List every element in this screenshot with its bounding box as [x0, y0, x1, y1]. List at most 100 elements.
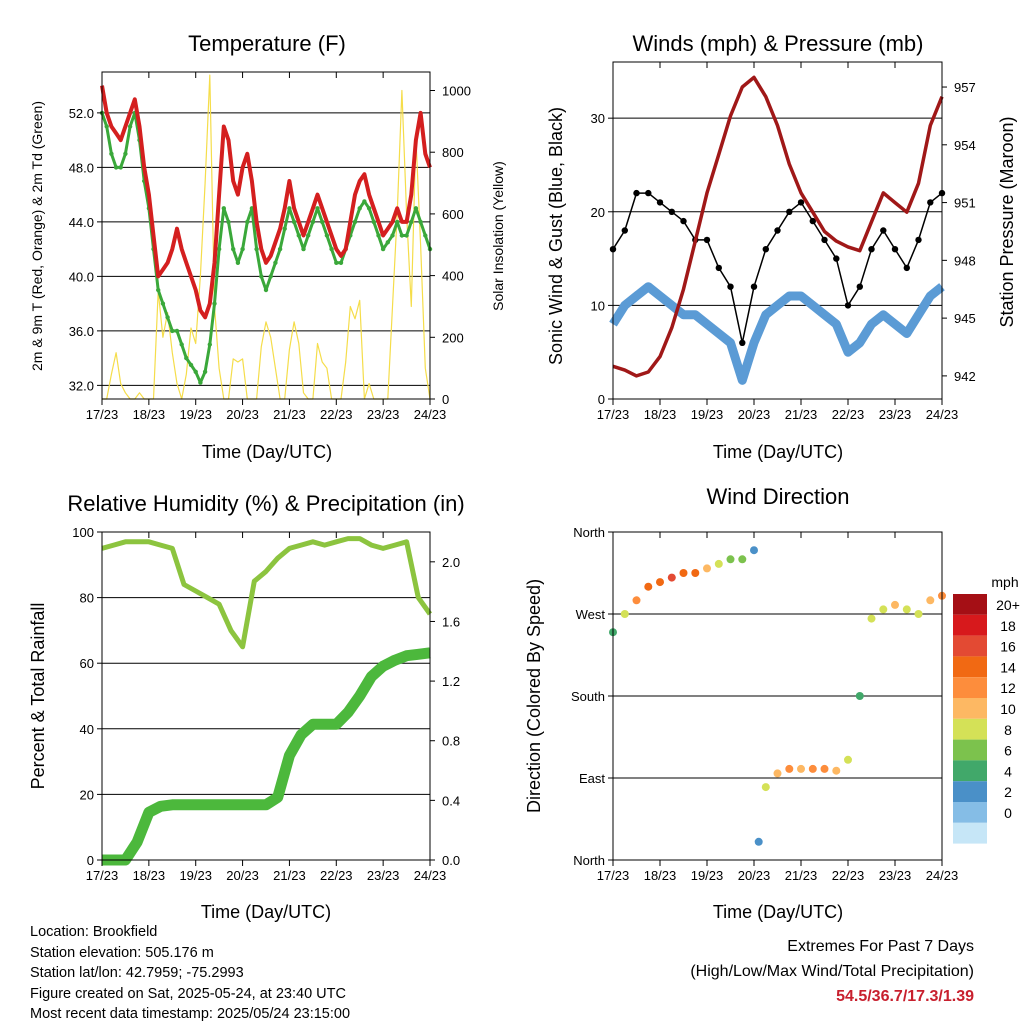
temperature-x-label: Time (Day/UTC)	[202, 442, 332, 462]
extremes-subtitle: (High/Low/Max Wind/Total Precipitation)	[690, 963, 974, 980]
gust-point	[915, 236, 922, 244]
precip-line	[102, 647, 431, 866]
figure-created: Figure created on Sat, 2025-05-24, at 23…	[30, 985, 346, 1002]
y-tick-label: East	[579, 771, 605, 786]
x-tick-label: 22/23	[320, 407, 353, 422]
gust-point	[797, 199, 805, 206]
gust-point	[833, 255, 840, 262]
x-tick-label: 19/23	[691, 868, 724, 883]
y-tick-label: 36.0	[69, 324, 94, 339]
direction-point	[785, 764, 794, 773]
direction-point	[679, 569, 688, 577]
y-tick-label: 10	[591, 298, 605, 313]
legend-label: 12	[1000, 680, 1016, 696]
dewpoint-point	[268, 274, 273, 279]
dewpoint-point	[287, 206, 292, 211]
legend-swatch	[953, 760, 987, 782]
solar-y-label: Solar Insolation (Yellow)	[490, 161, 506, 311]
dewpoint-point	[366, 206, 372, 211]
legend-label: 0	[1004, 805, 1012, 821]
dewpoint-point	[418, 219, 423, 225]
precipitation-series	[102, 647, 431, 866]
dewpoint-point	[212, 301, 217, 306]
gust-point	[844, 302, 852, 309]
direction-point	[620, 610, 629, 618]
temperature-gridlines	[102, 112, 430, 386]
dewpoint-point	[165, 315, 170, 320]
x-tick-label: 17/23	[597, 868, 630, 883]
dewpoint-point	[395, 219, 400, 225]
winds-title: Winds (mph) & Pressure (mb)	[633, 31, 924, 56]
direction-point	[879, 605, 888, 614]
legend-label: 20+	[996, 597, 1020, 613]
legend-label: 8	[1004, 722, 1012, 738]
y-tick-label: 100	[72, 525, 94, 540]
gust-point	[762, 246, 769, 253]
winds-ticks: 0 10 20 30 942 945 948 951 954 957 17/23 18/23 19/23…	[591, 62, 976, 422]
x-tick-label: 17/23	[86, 868, 119, 883]
gust-point	[880, 227, 887, 234]
y-tick-label: 20	[80, 787, 94, 802]
direction-point	[808, 764, 817, 773]
y-tick-label: 30	[591, 111, 605, 126]
gust-point	[821, 236, 828, 244]
y2-tick-label: 951	[954, 196, 976, 211]
dewpoint-point	[310, 219, 316, 225]
dewpoint-point	[188, 362, 194, 368]
y-tick-label: 40	[80, 722, 94, 737]
dewpoint-point	[127, 124, 133, 129]
station-info: Location: Brookfield Station elevation: …	[30, 922, 350, 1025]
dewpoint-point	[207, 342, 212, 347]
dewpoint-point	[198, 380, 203, 385]
gust-point	[927, 199, 934, 206]
y-tick-label: 52.0	[69, 106, 94, 121]
speed-legend: 20+ 18 16 14 12 10 8 6 4 2 0	[953, 594, 1020, 844]
direction-point	[632, 596, 641, 605]
x-tick-label: 24/23	[926, 868, 959, 883]
dewpoint-point	[306, 233, 311, 238]
y2-tick-label: 0.8	[442, 734, 460, 749]
humidity-ticks: 0 20 40 60 80 100 0.0 0.4 0.8 1.2 1.6 2.0 17/23 18/23…	[72, 525, 460, 883]
gust-point	[868, 246, 875, 253]
dewpoint-point	[174, 328, 180, 334]
dewpoint-point	[320, 219, 325, 225]
wind-line	[609, 282, 945, 385]
y-tick-label: North	[573, 525, 605, 540]
dewpoint-point	[301, 246, 306, 252]
direction-point	[855, 692, 864, 700]
dewpoint-point	[390, 233, 395, 238]
x-tick-label: 21/23	[785, 868, 818, 883]
dewpoint-point	[376, 233, 381, 238]
legend-label: 18	[1000, 618, 1016, 634]
x-tick-label: 18/23	[133, 407, 166, 422]
pressure-line	[612, 75, 944, 378]
dewpoint-point	[362, 199, 367, 204]
dewpoint-series	[99, 110, 433, 385]
dewpoint-point	[277, 246, 283, 252]
direction-point	[820, 764, 829, 773]
dewpoint-point	[221, 206, 226, 211]
x-tick-label: 18/23	[644, 868, 677, 883]
gust-point	[856, 283, 863, 290]
dewpoint-point	[202, 369, 208, 374]
y2-tick-label: 957	[954, 80, 976, 95]
direction-y-label: Direction (Colored By Speed)	[524, 579, 544, 813]
station-location: Location: Brookfield	[30, 924, 158, 940]
station-elevation: Station elevation: 505.176 m	[30, 944, 214, 961]
y2-tick-label: 945	[954, 311, 976, 326]
x-tick-label: 23/23	[367, 407, 400, 422]
direction-point	[750, 546, 758, 555]
legend-swatch	[953, 656, 987, 678]
y2-tick-label: 2.0	[442, 555, 460, 570]
wind-series	[609, 282, 945, 385]
y-tick-label: 44.0	[69, 215, 94, 230]
dewpoint-point	[156, 287, 161, 293]
y-tick-label: North	[573, 853, 605, 868]
dewpoint-point	[371, 219, 376, 225]
direction-point	[667, 573, 676, 582]
humidity-plot-frame	[101, 531, 431, 861]
dewpoint-point	[231, 246, 236, 252]
direction-point	[891, 600, 899, 609]
direction-point	[761, 783, 770, 792]
gust-point	[715, 264, 722, 272]
